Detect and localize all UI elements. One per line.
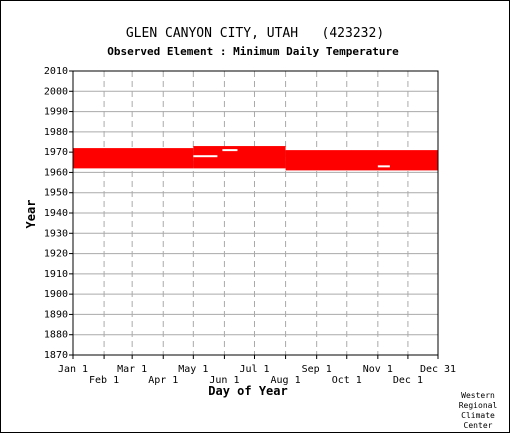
y-tick-label: 1890	[44, 309, 68, 320]
x-tick-label: Aug 1	[271, 375, 301, 386]
y-tick-label: 1900	[44, 289, 68, 300]
data-band	[73, 148, 194, 169]
tick-layer: 1870 1880 1890 1900 1910 1920 1930 1940 1950 1960…	[44, 66, 456, 386]
y-tick-label: 2010	[44, 66, 68, 77]
y-tick-label: 1910	[44, 269, 68, 280]
y-tick-label: 1920	[44, 249, 68, 260]
x-tick-label: Apr 1	[148, 375, 178, 386]
chart-title: GLEN CANYON CITY, UTAH (423232)	[126, 26, 384, 41]
data-band	[193, 146, 286, 169]
x-tick-label: Sep 1	[302, 364, 332, 375]
credit-line: Center	[464, 421, 493, 430]
x-tick-label: Feb 1	[89, 375, 119, 386]
y-tick-label: 1930	[44, 228, 68, 239]
x-tick-label: Jun 1	[209, 375, 239, 386]
y-tick-label: 1940	[44, 208, 68, 219]
x-tick-label: Jul 1	[239, 364, 269, 375]
credit-line: Regional	[459, 401, 498, 410]
missing-data-gap	[222, 149, 238, 152]
x-tick-label: Nov 1	[363, 364, 393, 375]
y-tick-label: 1880	[44, 330, 68, 341]
y-tick-label: 1870	[44, 350, 68, 361]
credit-line: Climate	[461, 411, 495, 420]
credit-line: Western	[461, 391, 495, 400]
y-axis-label: Year	[24, 200, 38, 229]
y-tick-label: 1990	[44, 107, 68, 118]
x-tick-label: Mar 1	[117, 364, 147, 375]
data-layer	[73, 146, 438, 171]
y-tick-label: 2000	[44, 86, 68, 97]
x-tick-label: May 1	[178, 364, 208, 375]
x-tick-label: Jan 1	[58, 364, 88, 375]
missing-data-gap	[377, 165, 390, 168]
grid	[73, 71, 438, 355]
y-tick-label: 1950	[44, 188, 68, 199]
missing-data-gap	[193, 155, 218, 158]
x-tick-label: Dec 31	[420, 364, 456, 375]
data-band	[285, 150, 438, 171]
y-tick-label: 1970	[44, 147, 68, 158]
chart-subtitle: Observed Element : Minimum Daily Tempera…	[107, 45, 399, 58]
x-tick-label: Oct 1	[332, 375, 362, 386]
x-tick-label: Dec 1	[393, 375, 423, 386]
x-axis-label: Day of Year	[208, 384, 287, 398]
y-tick-label: 1980	[44, 127, 68, 138]
y-tick-label: 1960	[44, 167, 68, 178]
